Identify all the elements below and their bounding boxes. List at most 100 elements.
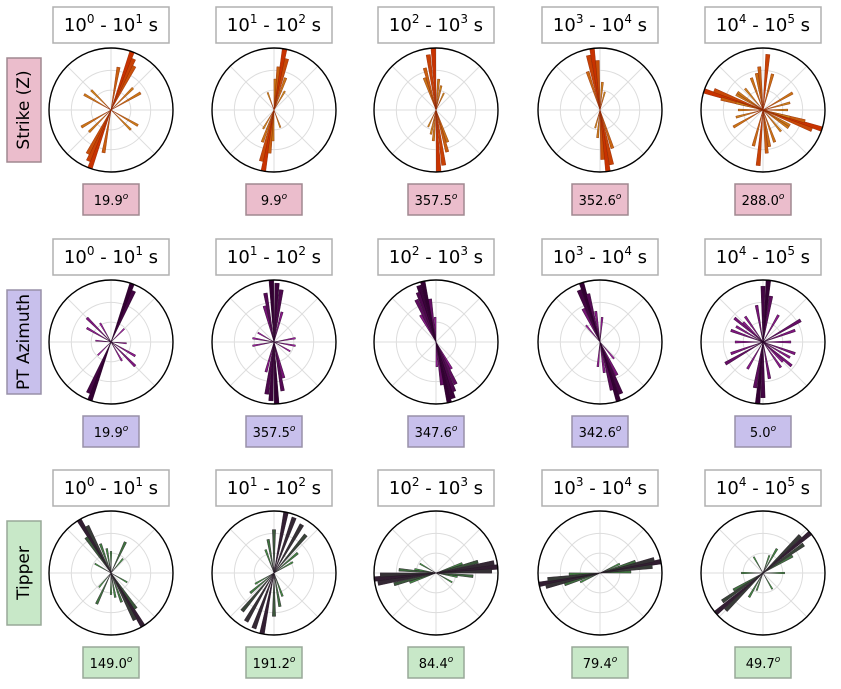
title-base: 10 bbox=[553, 15, 576, 36]
rose-petal bbox=[252, 337, 275, 343]
rose-petal bbox=[579, 572, 601, 584]
rose-petal bbox=[252, 341, 275, 347]
rose-petal bbox=[599, 91, 606, 111]
rose-petal bbox=[254, 572, 275, 585]
rose-petal bbox=[273, 341, 286, 379]
title-base: 10 bbox=[64, 247, 87, 268]
rose-petal bbox=[568, 572, 601, 576]
rose-petal bbox=[433, 316, 437, 343]
period-title-box bbox=[377, 6, 495, 44]
rose-petal bbox=[409, 572, 437, 584]
rose-petal bbox=[110, 328, 125, 343]
rose-petal bbox=[80, 109, 112, 129]
period-title-box bbox=[215, 238, 333, 276]
period-title: 103 - 104 s bbox=[553, 475, 647, 499]
title-unit: s bbox=[632, 478, 647, 499]
mean-angle-number: 357.5 bbox=[415, 194, 452, 209]
rose-petal bbox=[752, 341, 764, 389]
rose-petal bbox=[762, 109, 772, 148]
title-separator: - 10 bbox=[746, 15, 787, 36]
rose-petal bbox=[762, 341, 791, 359]
rose-petal bbox=[576, 289, 601, 343]
rose-petal bbox=[547, 572, 601, 582]
rose-panel-r0-c1: 101 - 102 s 9.9o bbox=[211, 6, 337, 216]
rose-petal bbox=[762, 109, 783, 133]
rose-petal bbox=[594, 310, 601, 343]
mean-angle-number: 19.9 bbox=[94, 426, 123, 441]
polar-axis-circle bbox=[48, 510, 174, 636]
degree-symbol: o bbox=[779, 192, 785, 202]
rose-petal bbox=[599, 570, 632, 574]
mean-angle-box bbox=[407, 183, 465, 216]
degree-symbol: o bbox=[290, 424, 296, 434]
rose-petal bbox=[273, 341, 296, 347]
polar-axis-circle bbox=[537, 510, 663, 636]
rose-petal bbox=[264, 549, 275, 574]
period-title-box bbox=[377, 469, 495, 507]
mean-angle-value: 19.9o bbox=[94, 424, 129, 441]
rose-panel-r0-c0: 100 - 101 s 19.9o bbox=[48, 6, 174, 216]
rose-petal bbox=[415, 291, 437, 343]
rose-petal bbox=[743, 87, 764, 111]
rose-petal bbox=[85, 316, 112, 343]
rose-petal bbox=[762, 318, 802, 343]
title-exp-end: 1 bbox=[135, 244, 143, 258]
rose-petal bbox=[86, 326, 112, 343]
rose-petal bbox=[435, 341, 457, 393]
rose-petal bbox=[762, 109, 813, 132]
degree-symbol: o bbox=[612, 655, 618, 665]
rose-petal bbox=[435, 78, 441, 111]
rose-petal bbox=[724, 341, 764, 366]
rose-petal bbox=[109, 572, 113, 595]
mean-angle-value: 79.4o bbox=[583, 655, 618, 672]
rose-petal bbox=[95, 572, 112, 605]
rose-petal bbox=[732, 109, 764, 129]
rose-petal bbox=[110, 91, 142, 111]
rose-petal bbox=[110, 289, 136, 343]
period-title: 100 - 101 s bbox=[64, 244, 158, 268]
polar-axis-circle bbox=[700, 279, 826, 405]
rose-petal bbox=[762, 571, 785, 575]
rose-petal bbox=[273, 289, 284, 343]
title-exp-end: 3 bbox=[460, 475, 468, 489]
row-label-text: Tipper bbox=[14, 546, 34, 601]
mean-angle-number: 149.0 bbox=[90, 657, 127, 672]
rose-petal bbox=[762, 554, 794, 574]
rose-petal bbox=[110, 86, 135, 111]
title-exp-end: 4 bbox=[624, 475, 632, 489]
title-separator: - 10 bbox=[94, 247, 135, 268]
title-exp-start: 1 bbox=[250, 475, 258, 489]
polar-axis-circle bbox=[537, 47, 663, 173]
title-base: 10 bbox=[227, 478, 250, 499]
title-exp-end: 4 bbox=[624, 12, 632, 26]
rose-petal bbox=[110, 66, 121, 111]
rose-petal bbox=[735, 101, 764, 111]
rose-petal bbox=[585, 293, 601, 343]
rose-petal bbox=[599, 559, 637, 574]
title-exp-end: 5 bbox=[787, 12, 795, 26]
degree-symbol: o bbox=[452, 192, 458, 202]
rose-petal bbox=[243, 572, 275, 623]
title-separator: - 10 bbox=[419, 247, 460, 268]
rose-petal bbox=[251, 572, 275, 630]
rose-petal bbox=[713, 88, 764, 111]
rose-petal bbox=[747, 572, 764, 598]
rose-petal bbox=[110, 572, 123, 603]
rose-petal bbox=[599, 341, 606, 374]
rose-petal bbox=[599, 564, 653, 574]
period-title-box bbox=[541, 469, 659, 507]
rose-panel-r2-c4: 104 - 105 s 49.7o bbox=[700, 469, 826, 679]
title-separator: - 10 bbox=[94, 15, 135, 36]
polar-axis-circle bbox=[373, 279, 499, 405]
rose-petal bbox=[419, 314, 437, 343]
rose-petal bbox=[435, 341, 453, 370]
title-exp-end: 2 bbox=[298, 244, 306, 258]
rose-panel-r2-c0: 100 - 101 s 149.0o bbox=[48, 469, 174, 679]
rose-petal bbox=[599, 109, 605, 160]
period-title-box bbox=[541, 6, 659, 44]
rose-petal bbox=[90, 89, 112, 111]
title-unit: s bbox=[632, 247, 647, 268]
rose-petal bbox=[752, 556, 764, 574]
rose-petal bbox=[414, 568, 437, 574]
title-separator: - 10 bbox=[583, 15, 624, 36]
